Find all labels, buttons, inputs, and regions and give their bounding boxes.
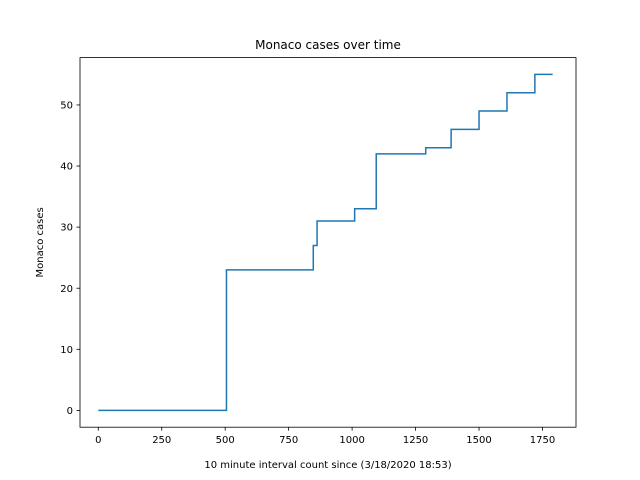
chart-title: Monaco cases over time xyxy=(255,38,401,52)
x-tick-label: 1750 xyxy=(530,435,555,446)
x-axis-ticks: 0 250 500 750 1000 1250 1500 1750 xyxy=(95,427,555,446)
plot-frame xyxy=(79,57,577,428)
y-tick-label: 10 xyxy=(60,345,73,356)
x-axis-label: 10 minute interval count since (3/18/202… xyxy=(204,460,451,471)
y-tick-label: 0 xyxy=(67,406,73,417)
x-tick-label: 750 xyxy=(279,435,298,446)
plot-area xyxy=(80,57,576,428)
y-tick-label: 30 xyxy=(60,223,73,234)
y-axis-ticks: 0 10 20 30 40 50 xyxy=(60,101,80,417)
y-axis-label: Monaco cases xyxy=(35,207,46,277)
x-tick-label: 500 xyxy=(216,435,235,446)
series-layer xyxy=(98,73,553,412)
x-tick-label: 0 xyxy=(95,435,101,446)
y-tick-label: 50 xyxy=(60,101,73,112)
series-line-0 xyxy=(98,73,553,412)
y-tick-label: 40 xyxy=(60,162,73,173)
x-tick-label: 1000 xyxy=(339,435,364,446)
x-tick-label: 1250 xyxy=(403,435,428,446)
x-tick-label: 250 xyxy=(152,435,171,446)
x-tick-label: 1500 xyxy=(466,435,491,446)
y-tick-label: 20 xyxy=(60,284,73,295)
